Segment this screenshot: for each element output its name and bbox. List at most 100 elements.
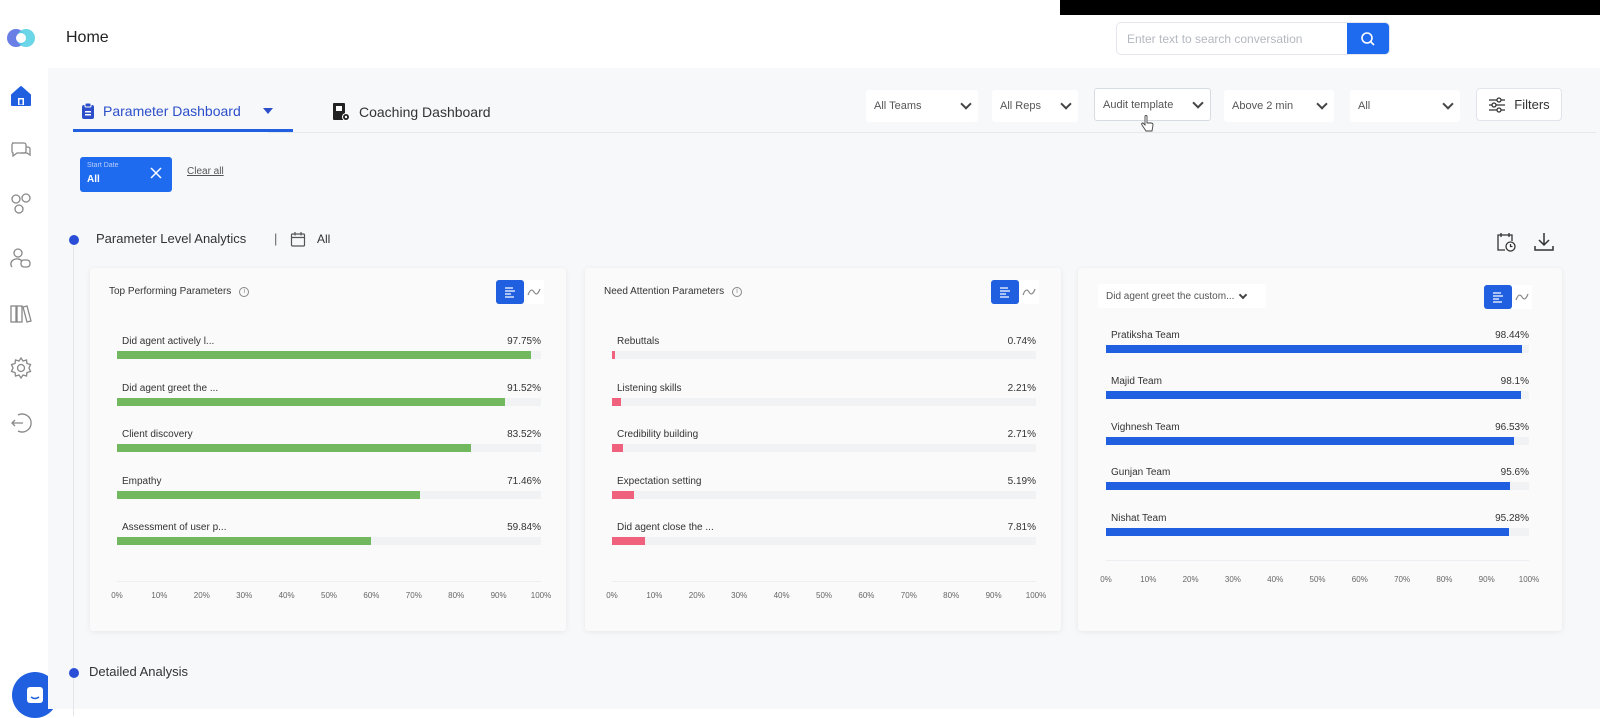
bar-label: Empathy [122, 475, 162, 487]
search-input[interactable] [1117, 23, 1347, 54]
bar-track [612, 444, 1036, 452]
x-axis: 0% 10% 20% 30% 40% 50% 60% 70% 80% 90% 100% [1100, 575, 1539, 587]
bar-value: 0.74% [1007, 336, 1036, 347]
bar-view-button[interactable] [991, 280, 1019, 304]
bar-value: 83.52% [507, 429, 541, 440]
axis-tick: 40% [278, 591, 295, 600]
bar-row[interactable]: Client discovery 83.52% [117, 429, 541, 465]
bar-label: Majid Team [1111, 375, 1162, 387]
axis-tick: 40% [773, 591, 790, 600]
line-view-button[interactable] [524, 280, 544, 304]
bar-row[interactable]: Nishat Team 95.28% [1106, 513, 1529, 549]
axis-tick: 40% [1267, 575, 1284, 584]
clear-all-link[interactable]: Clear all [187, 166, 224, 177]
tab-label: Coaching Dashboard [359, 104, 491, 120]
bar-value: 5.19% [1007, 475, 1036, 487]
axis-tick: 0% [1100, 575, 1112, 584]
caret-down-icon[interactable] [262, 107, 273, 114]
bar-track [612, 351, 1036, 359]
card-title: Top Performing Parameters i [109, 286, 250, 297]
bar-label: Did agent greet the ... [122, 382, 219, 394]
line-chart-icon [1515, 293, 1529, 301]
axis-tick: 70% [900, 591, 917, 600]
bar-row[interactable]: Majid Team 98.1% [1106, 376, 1529, 412]
bar-row[interactable]: Pratiksha Team 98.44% [1106, 330, 1529, 366]
bar-label: Credibility building [617, 429, 699, 440]
download-button[interactable] [1532, 230, 1556, 254]
bar-value: 98.1% [1500, 375, 1529, 387]
tab-parameter-dashboard[interactable]: Parameter Dashboard [73, 92, 293, 132]
axis-tick: 80% [448, 591, 465, 600]
nav-conversations-icon[interactable] [8, 137, 34, 163]
bar-row[interactable]: Listening skills 2.21% [612, 383, 1036, 419]
hand-cursor-icon [1141, 115, 1154, 132]
page-title: Home [66, 29, 109, 46]
axis-tick: 80% [1436, 575, 1453, 584]
bar-row[interactable]: Expectation setting 5.19% [612, 476, 1036, 512]
bar-row[interactable]: Did agent greet the ... 91.52% [117, 383, 541, 419]
search-icon [1361, 31, 1375, 46]
bar-value: 59.84% [507, 522, 541, 533]
axis-tick: 20% [688, 591, 705, 600]
axis-tick: 50% [1309, 575, 1326, 584]
bar-fill [1106, 436, 1515, 445]
bar-row[interactable]: Vighnesh Team 96.53% [1106, 422, 1529, 458]
bar-view-button[interactable] [1484, 285, 1512, 309]
line-view-button[interactable] [1512, 285, 1532, 309]
start-date-chip[interactable]: Start Date All [80, 157, 172, 192]
bar-fill [612, 351, 616, 359]
bar-row[interactable]: Empathy 71.46% [117, 476, 541, 512]
reps-dropdown-value: All Reps [1000, 100, 1041, 112]
sliders-icon [1489, 96, 1506, 113]
filters-button[interactable]: Filters [1476, 88, 1562, 121]
chevron-down-icon [1192, 96, 1204, 109]
bar-row[interactable]: Did agent close the ... 7.81% [612, 522, 1036, 558]
nav-logout-icon[interactable] [8, 410, 34, 436]
duration-dropdown[interactable]: Above 2 min [1224, 90, 1334, 122]
bar-label: Client discovery [122, 429, 193, 440]
axis-tick: 10% [646, 591, 663, 600]
bar-chart-icon [505, 287, 515, 298]
parameter-select[interactable]: Did agent greet the custom... [1098, 284, 1266, 308]
schedule-report-button[interactable] [1494, 230, 1518, 254]
bar-fill [612, 397, 622, 406]
nav-settings-icon[interactable] [8, 355, 34, 381]
bar-row[interactable]: Did agent actively l... 97.75% [117, 336, 541, 372]
bar-label: Assessment of user p... [122, 522, 227, 533]
filters-button-label: Filters [1514, 97, 1550, 112]
nav-users-icon[interactable] [8, 246, 34, 272]
bar-row[interactable]: Rebuttals 0.74% [612, 336, 1036, 372]
other-dropdown[interactable]: All [1350, 90, 1460, 122]
bar-row[interactable]: Gunjan Team 95.6% [1106, 467, 1529, 503]
bar-fill [117, 537, 371, 545]
nav-groups-icon[interactable] [8, 191, 34, 217]
info-icon[interactable]: i [239, 286, 250, 297]
nav-home-icon[interactable] [8, 83, 34, 109]
card-title-text: Top Performing Parameters [109, 286, 232, 297]
bar-chart-icon [1493, 292, 1503, 303]
line-view-button[interactable] [1019, 280, 1039, 304]
bar-row[interactable]: Credibility building 2.71% [612, 429, 1036, 465]
axis-line [1106, 560, 1529, 561]
bar-fill [612, 537, 646, 545]
x-axis: 0% 10% 20% 30% 40% 50% 60% 70% 80% 90% 100% [111, 591, 551, 603]
bar-value: 97.75% [507, 336, 541, 347]
teams-dropdown[interactable]: All Teams [866, 90, 978, 122]
bar-row[interactable]: Assessment of user p... 59.84% [117, 522, 541, 558]
info-icon[interactable]: i [732, 286, 743, 297]
reps-dropdown[interactable]: All Reps [992, 90, 1078, 122]
close-icon[interactable] [149, 166, 163, 180]
bar-value: 91.52% [507, 382, 541, 394]
bar-fill [1106, 482, 1511, 491]
axis-tick: 10% [1140, 575, 1157, 584]
tab-coaching-dashboard[interactable]: Coaching Dashboard [331, 92, 491, 132]
bar-fill [612, 444, 624, 452]
search-button[interactable] [1347, 23, 1389, 54]
bar-value: 71.46% [507, 475, 541, 487]
separator: | [274, 231, 278, 246]
nav-library-icon[interactable] [8, 301, 34, 327]
timeline-dot [69, 668, 79, 678]
template-dropdown[interactable]: Audit template [1094, 88, 1211, 121]
bar-view-button[interactable] [496, 280, 524, 304]
axis-line [117, 581, 541, 582]
